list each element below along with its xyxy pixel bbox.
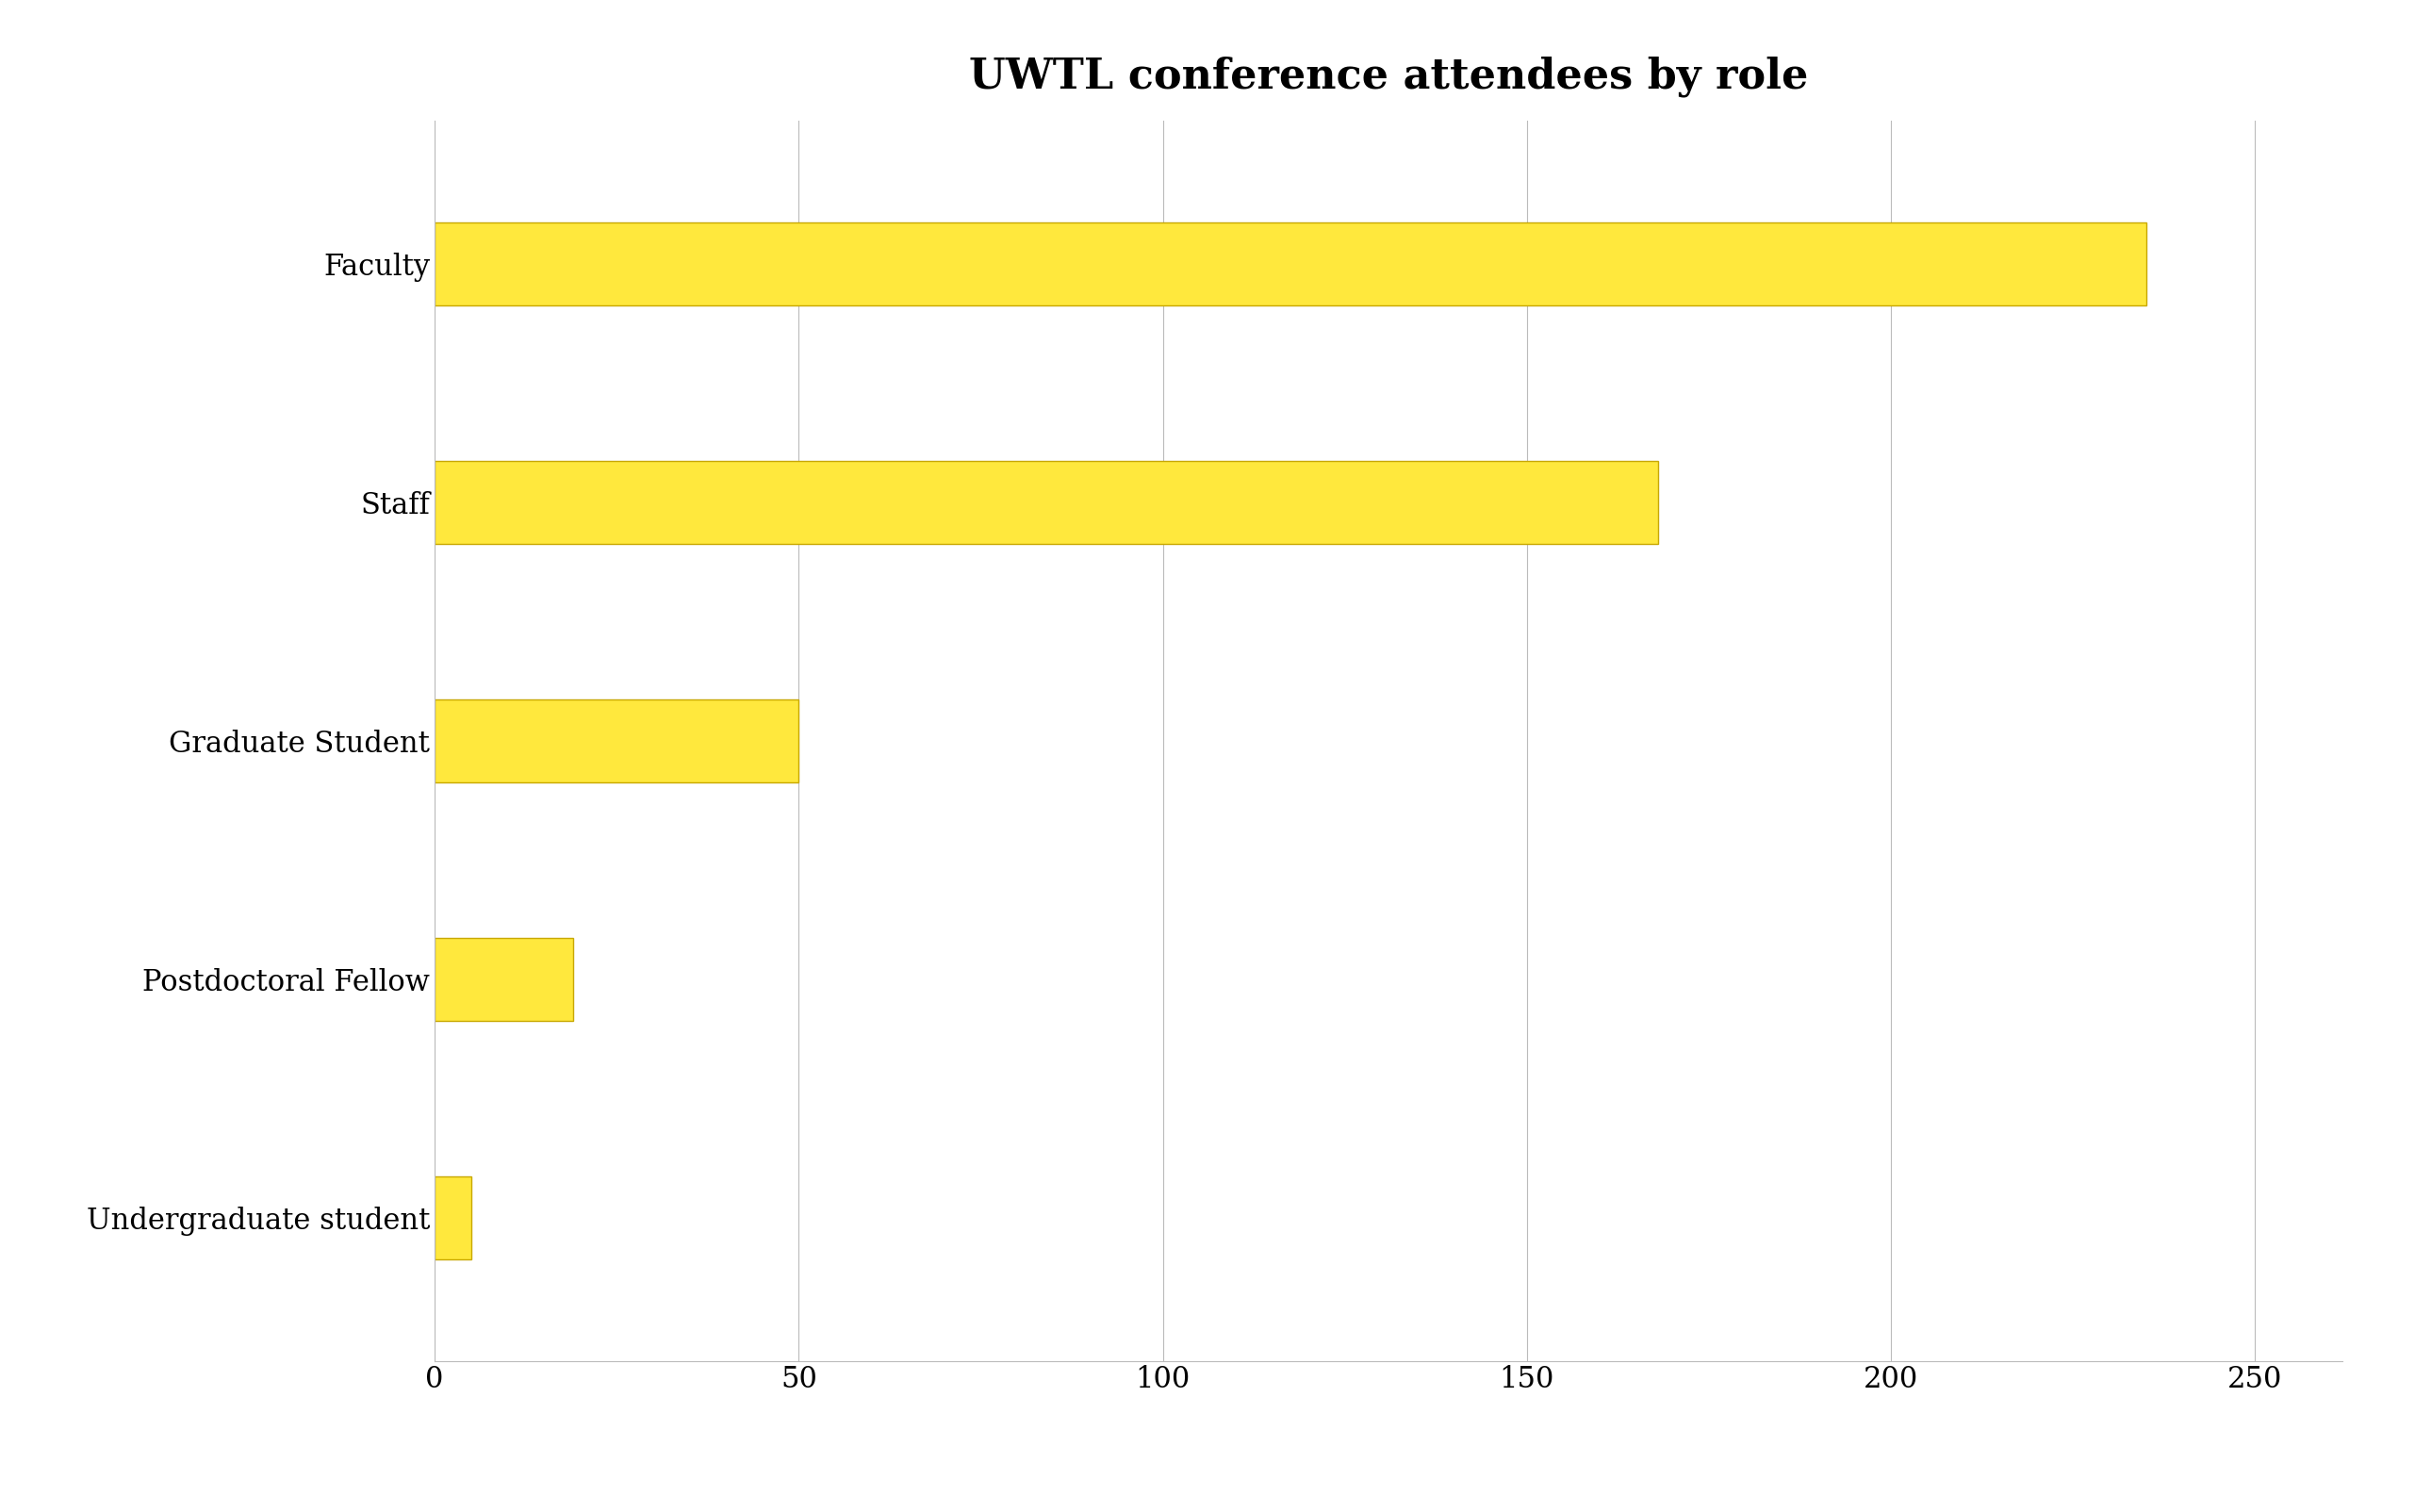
Bar — [435, 937, 572, 1021]
Bar — [435, 461, 1659, 544]
Bar — [435, 1176, 471, 1259]
Bar — [435, 699, 799, 783]
Bar — [435, 222, 2147, 305]
Title: UWTL conference attendees by role: UWTL conference attendees by role — [968, 56, 1809, 97]
